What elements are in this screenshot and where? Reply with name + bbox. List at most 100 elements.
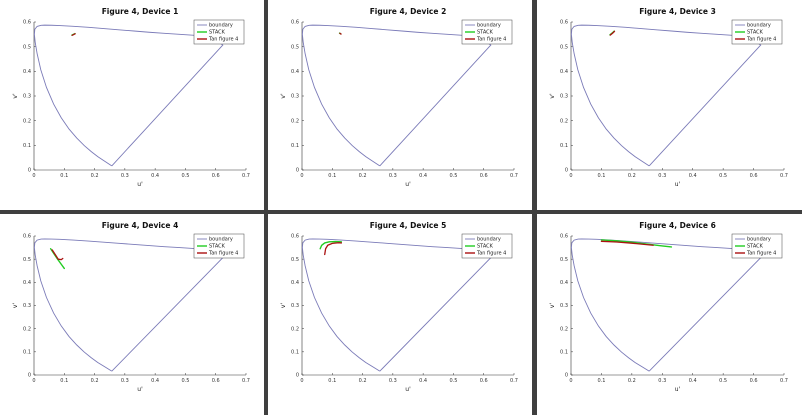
x-tick-label: 0.5 [181, 378, 189, 384]
boundary-line [570, 24, 762, 167]
legend-tan-figure4-label: Tan figure 4 [746, 251, 776, 257]
legend-stack-label: STACK [477, 244, 494, 250]
x-tick-label: 0.6 [212, 173, 220, 179]
x-tick-label: 0.2 [628, 173, 636, 179]
x-tick-label: 0.6 [750, 378, 758, 384]
boundary-line [301, 24, 492, 167]
chart-panel-3: Figure 4, Device 3 0 0.1 0.2 0.3 0.4 0.5 0.6 0.7… [537, 0, 802, 210]
y-tick-label: 0.3 [560, 94, 568, 100]
chart-title: Figure 4, Device 1 [102, 7, 179, 16]
chart-title: Figure 4, Device 4 [102, 221, 179, 230]
y-tick-label: 0.6 [291, 20, 299, 26]
y-tick-label: 0.6 [23, 20, 31, 26]
x-tick-label: 0.1 [60, 378, 68, 384]
y-tick-label: 0.1 [560, 350, 568, 356]
tan-figure4-series-line [51, 249, 64, 261]
y-tick-label: 0.6 [291, 234, 299, 240]
x-tick-label: 0.3 [389, 378, 397, 384]
y-tick-label: 0.6 [560, 20, 568, 26]
x-tick-label: 0.7 [242, 173, 250, 179]
x-tick-label: 0.7 [242, 378, 250, 384]
boundary-line [33, 238, 224, 372]
x-tick-label: 0.4 [419, 173, 427, 179]
y-tick-label: 0.1 [23, 350, 31, 356]
y-tick-label: 0.2 [291, 118, 299, 124]
legend-tan-figure4-label: Tan figure 4 [476, 251, 506, 257]
y-tick-label: 0.4 [560, 280, 568, 286]
legend-stack-label: STACK [209, 30, 226, 36]
chart-title: Figure 4, Device 5 [370, 221, 447, 230]
chart-svg: Figure 4, Device 3 0 0.1 0.2 0.3 0.4 0.5 0.6 0.7… [549, 7, 788, 188]
x-tick-label: 0.3 [658, 173, 666, 179]
x-tick-label: 0.4 [689, 173, 697, 179]
x-tick-label: 0 [32, 378, 35, 384]
x-axis-label: u' [405, 181, 411, 188]
y-tick-label: 0.1 [291, 143, 299, 149]
boundary-line [301, 238, 492, 372]
chart-svg: Figure 4, Device 2 0 0.1 0.2 0.3 0.4 0.5 0.6 0.7… [280, 7, 518, 188]
x-tick-label: 0.3 [121, 378, 129, 384]
y-tick-label: 0.1 [23, 143, 31, 149]
y-tick-label: 0.3 [291, 94, 299, 100]
legend-stack-label: STACK [477, 30, 494, 36]
x-tick-label: 0.2 [359, 173, 367, 179]
y-axis-label: v' [280, 93, 287, 99]
legend-boundary-label: boundary [209, 237, 233, 243]
y-tick-label: 0.3 [560, 303, 568, 309]
x-tick-label: 0.3 [389, 173, 397, 179]
y-tick-label: 0.6 [23, 234, 31, 240]
legend-stack-label: STACK [747, 30, 764, 36]
y-tick-label: 0.4 [291, 69, 299, 75]
x-tick-label: 0 [569, 378, 572, 384]
y-tick-label: 0.5 [560, 257, 568, 263]
y-tick-label: 0.2 [560, 118, 568, 124]
tan-figure4-series-line [609, 30, 616, 36]
legend-boundary-label: boundary [747, 23, 771, 29]
x-tick-label: 0.1 [60, 173, 68, 179]
y-tick-label: 0.5 [291, 257, 299, 263]
y-tick-label: 0.2 [291, 326, 299, 332]
x-tick-label: 0.6 [480, 173, 488, 179]
y-tick-label: 0.4 [291, 280, 299, 286]
y-tick-label: 0.3 [23, 94, 31, 100]
x-tick-label: 0.1 [328, 173, 336, 179]
legend-tan-figure4-label: Tan figure 4 [208, 251, 238, 257]
chart-panel-6: Figure 4, Device 6 0 0.1 0.2 0.3 0.4 0.5 0.6 0.7… [537, 214, 802, 415]
x-tick-label: 0.4 [151, 378, 159, 384]
y-tick-label: 0 [28, 168, 31, 174]
tan-figure4-series-line [324, 242, 343, 256]
x-axis-label: u' [137, 181, 143, 188]
x-tick-label: 0.5 [719, 378, 727, 384]
y-tick-label: 0 [296, 168, 299, 174]
boundary-line [33, 24, 224, 167]
legend-tan-figure4-label: Tan figure 4 [208, 37, 238, 43]
x-tick-label: 0.1 [597, 173, 605, 179]
y-tick-label: 0 [296, 373, 299, 379]
x-tick-label: 0.3 [121, 173, 129, 179]
x-tick-label: 0.6 [480, 378, 488, 384]
chart-title: Figure 4, Device 6 [639, 221, 716, 230]
x-tick-label: 0.6 [212, 378, 220, 384]
legend-tan-figure4-label: Tan figure 4 [476, 37, 506, 43]
x-tick-label: 0.6 [750, 173, 758, 179]
x-tick-label: 0.1 [328, 378, 336, 384]
chart-title: Figure 4, Device 3 [639, 7, 716, 16]
x-tick-label: 0.2 [91, 378, 99, 384]
y-tick-label: 0.2 [560, 326, 568, 332]
x-tick-label: 0 [300, 378, 303, 384]
legend-stack-label: STACK [209, 244, 226, 250]
x-tick-label: 0.4 [419, 378, 427, 384]
y-tick-label: 0.4 [23, 280, 31, 286]
boundary-line [570, 238, 762, 372]
stack-series-line [600, 239, 673, 248]
y-tick-label: 0.6 [560, 234, 568, 240]
legend-boundary-label: boundary [747, 237, 771, 243]
x-tick-label: 0.2 [628, 378, 636, 384]
x-axis-label: u' [137, 386, 143, 393]
